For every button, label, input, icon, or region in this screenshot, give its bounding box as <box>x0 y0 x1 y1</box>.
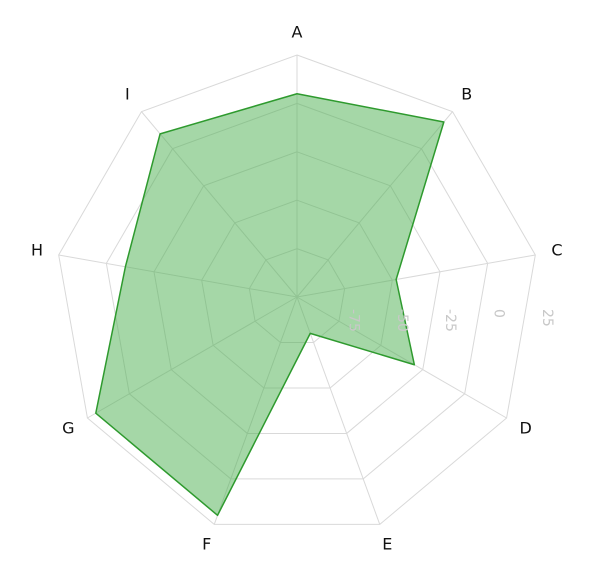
category-label-A: A <box>292 23 303 42</box>
tick-label-4: 25 <box>539 309 555 327</box>
category-label-I: I <box>125 84 130 103</box>
spoke-E <box>296 296 381 525</box>
tick-label-0: -75 <box>345 309 361 332</box>
grid-ring-4 <box>105 102 489 480</box>
category-label-D: D <box>519 419 531 438</box>
category-label-E: E <box>382 535 392 554</box>
tick-label-2: -25 <box>442 309 458 332</box>
grid-ring-5 <box>58 54 536 525</box>
series-area-0 <box>95 92 445 517</box>
radial-tick-labels: -75 -50 -25 0 25 <box>345 309 555 332</box>
category-label-H: H <box>31 241 43 260</box>
category-label-F: F <box>202 535 211 554</box>
category-label-G: G <box>62 419 74 438</box>
category-label-C: C <box>551 241 562 260</box>
tick-label-3: 0 <box>491 309 507 318</box>
category-label-B: B <box>461 84 472 103</box>
category-labels: A B C D E F G H I <box>31 23 563 554</box>
series-layer <box>95 92 445 517</box>
tick-label-1: -50 <box>394 309 410 332</box>
